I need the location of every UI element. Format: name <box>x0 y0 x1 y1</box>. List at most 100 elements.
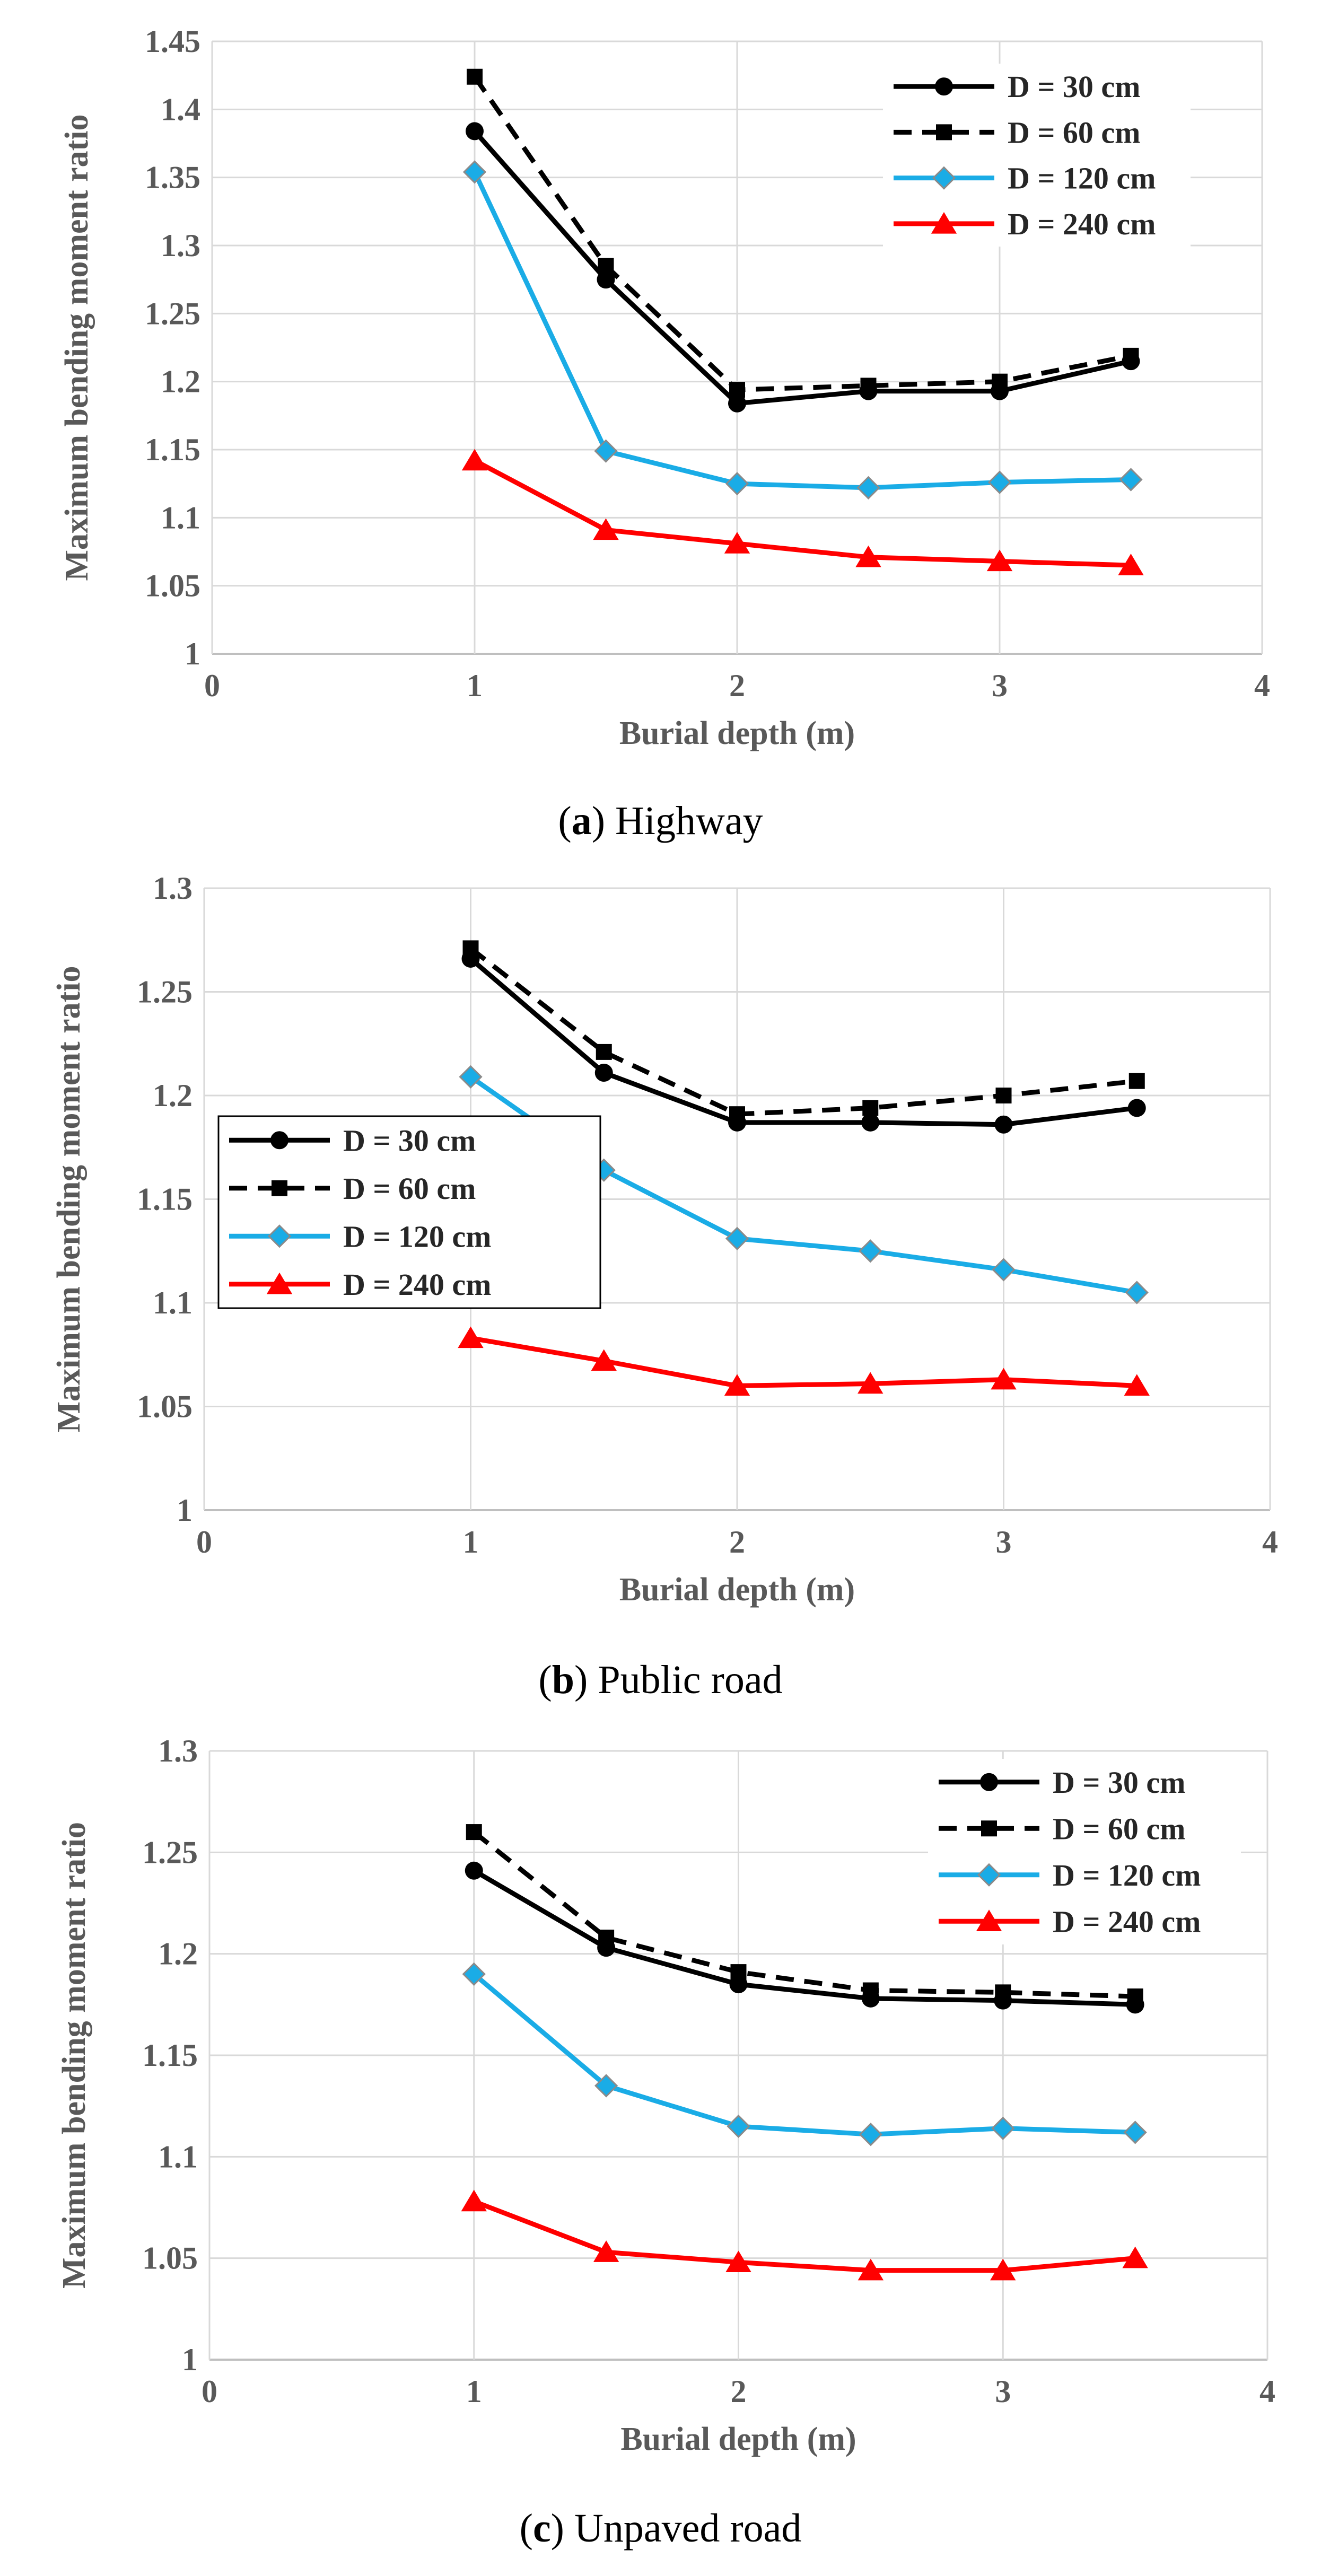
data-point <box>860 378 877 394</box>
x-tick-label: 2 <box>729 668 745 703</box>
series-line <box>469 946 1138 1117</box>
x-tick-label: 3 <box>996 1524 1012 1559</box>
data-point <box>594 1063 613 1082</box>
caption-text: Highway <box>615 799 763 843</box>
series-3 <box>462 1962 1147 2146</box>
legend-marker <box>931 212 957 234</box>
series-2 <box>467 68 1139 398</box>
y-tick-label: 1.35 <box>145 160 200 195</box>
x-tick-label: 0 <box>204 668 220 703</box>
legend-label: D = 30 cm <box>1053 1765 1186 1800</box>
x-tick-label: 1 <box>466 2374 482 2409</box>
chart-panel-highway: 11.051.11.151.21.251.31.351.41.450 1 2 3 4Bu… <box>59 24 1270 751</box>
legend-box <box>928 1759 1241 1944</box>
grid <box>203 887 1271 1511</box>
legend-marker <box>936 124 952 141</box>
x-tick-label: 4 <box>1262 1524 1278 1559</box>
x-tick-label: 3 <box>992 668 1008 703</box>
legend-label: D = 60 cm <box>1008 115 1141 150</box>
data-point <box>992 1258 1016 1282</box>
legend-marker <box>976 1909 1002 1931</box>
series-2 <box>462 940 1145 1123</box>
x-tick-label: 0 <box>202 2374 217 2409</box>
data-point <box>991 2116 1015 2140</box>
y-axis-title: Maximum bending moment ratio <box>59 114 95 581</box>
data-point <box>990 2258 1016 2281</box>
legend-marker <box>266 1272 293 1294</box>
y-axis-title: Maximum bending moment ratio <box>56 1822 92 2289</box>
y-tick-label: 1.25 <box>145 296 200 331</box>
legend-marker <box>272 1180 287 1196</box>
y-tick-label: 1.1 <box>161 500 200 535</box>
x-tick-label: 2 <box>729 1524 745 1559</box>
series-line <box>473 75 1132 392</box>
y-tick-label: 1.2 <box>153 1078 193 1113</box>
x-axis-title: Burial depth (m) <box>619 1572 855 1608</box>
legend-label: D = 60 cm <box>343 1171 476 1206</box>
series-4 <box>461 2189 1148 2281</box>
data-point <box>725 1226 749 1250</box>
series-2 <box>466 1824 1143 2005</box>
x-axis-title: Burial depth (m) <box>620 2421 856 2457</box>
y-tick-label: 1.15 <box>142 2038 198 2073</box>
data-point <box>1127 1099 1146 1117</box>
data-point <box>1119 468 1143 492</box>
legend-label: D = 240 cm <box>1053 1904 1201 1939</box>
legend-label: D = 30 cm <box>1008 69 1141 104</box>
series-line <box>472 1830 1135 1999</box>
legend-marker <box>980 1773 998 1791</box>
data-point <box>858 1372 883 1394</box>
x-tick-label: 0 <box>196 1524 212 1559</box>
legend-marker <box>981 1820 997 1837</box>
data-point <box>461 449 488 471</box>
y-tick-label: 1.15 <box>137 1182 193 1217</box>
data-point <box>462 940 479 957</box>
data-point <box>725 2250 751 2273</box>
y-tick-label: 1.4 <box>161 92 200 127</box>
data-point <box>1125 1281 1149 1304</box>
data-point <box>728 394 746 413</box>
y-tick-label: 1.45 <box>145 24 200 59</box>
data-point <box>724 1374 750 1396</box>
legend: D = 30 cm D = 60 cm D = 120 cm D = 240 cm <box>928 1759 1241 1944</box>
series-line <box>470 1336 1137 1388</box>
data-point <box>994 1115 1013 1134</box>
data-point <box>458 1326 484 1348</box>
caption-text: Unpaved road <box>574 2506 802 2551</box>
data-point <box>1122 2246 1148 2268</box>
data-point <box>467 68 483 85</box>
series-4 <box>461 449 1144 575</box>
data-point <box>594 2074 618 2098</box>
data-point <box>598 1930 615 1946</box>
series-line <box>473 129 1132 406</box>
data-point <box>466 122 484 141</box>
data-point <box>725 472 749 496</box>
y-tick-label: 1.2 <box>158 1937 198 1972</box>
y-tick-label: 1.15 <box>145 432 200 467</box>
data-point <box>727 2114 750 2139</box>
caption-public-road: (b) Public road <box>538 1658 783 1702</box>
data-point <box>459 1065 483 1089</box>
data-point <box>598 258 614 274</box>
legend: D = 30 cm D = 60 cm D = 120 cm D = 240 cm <box>883 64 1191 247</box>
data-point <box>995 1088 1012 1103</box>
x-tick-label: 2 <box>731 2374 747 2409</box>
series-line <box>473 1868 1135 2007</box>
legend-label: D = 120 cm <box>1053 1858 1201 1892</box>
y-tick-label: 1.05 <box>145 568 200 603</box>
data-point <box>730 1964 747 1981</box>
data-point <box>1123 2121 1147 2144</box>
data-point <box>596 1044 612 1060</box>
x-tick-label: 1 <box>467 668 483 703</box>
data-point <box>855 545 881 567</box>
data-point <box>462 160 487 184</box>
data-point <box>995 1984 1011 2001</box>
data-point <box>862 1982 879 1999</box>
data-point <box>858 2258 884 2281</box>
series-line <box>472 1972 1135 2137</box>
legend-box <box>883 64 1191 247</box>
y-tick-label: 1 <box>182 2342 198 2377</box>
legend-marker <box>270 1131 288 1150</box>
legend-marker <box>935 77 953 96</box>
